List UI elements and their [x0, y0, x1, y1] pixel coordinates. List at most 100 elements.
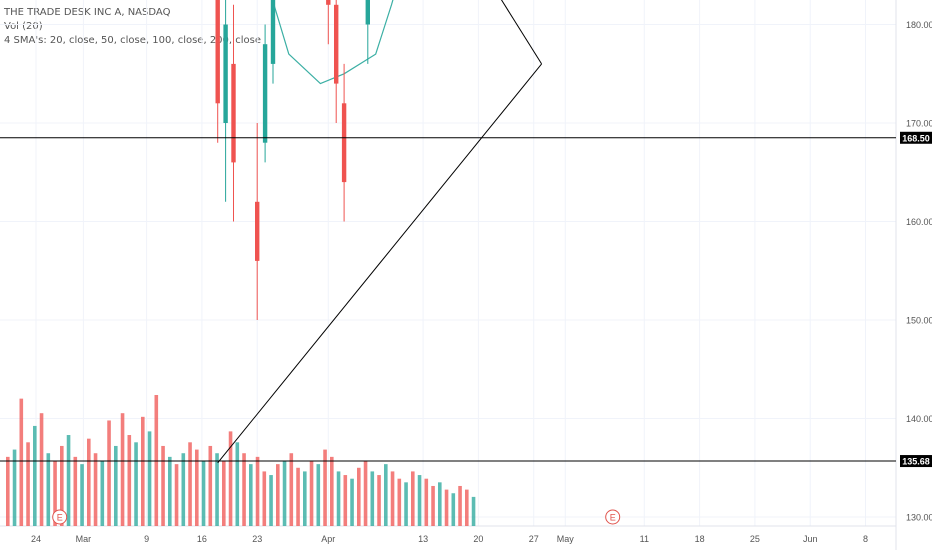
volume-bar [120, 413, 125, 526]
volume-bar [60, 445, 64, 526]
volume-bar [370, 471, 375, 526]
volume-bar [201, 460, 206, 526]
volume-bar [195, 449, 199, 526]
volume-bar [438, 482, 442, 526]
volume-bar [33, 425, 37, 526]
y-tick-label: 150.00 [906, 316, 932, 326]
earnings-marker-label: E [57, 513, 63, 523]
volume-bar [411, 471, 415, 526]
volume-bar [73, 456, 78, 526]
x-tick-label: 9 [144, 534, 149, 544]
x-tick-label: 20 [473, 534, 483, 544]
volume-bar [39, 413, 44, 526]
volume-bar [12, 449, 17, 526]
volume-bar [255, 456, 260, 526]
price-level-badge [900, 131, 932, 144]
volume-bar [80, 464, 84, 526]
y-tick-label: 140.00 [906, 414, 932, 424]
volume-bar [127, 435, 132, 526]
volume-bar [357, 467, 361, 526]
price-level-label: 135.68 [902, 457, 930, 467]
volume-bar [249, 464, 253, 526]
candle-body [215, 0, 220, 104]
x-tick-label: Jun [803, 534, 818, 544]
volume-bar [174, 464, 179, 526]
volume-bar [161, 445, 165, 526]
earnings-marker [52, 509, 68, 525]
candle-body [270, 0, 276, 64]
volume-bar [282, 460, 287, 526]
x-tick-label: 23 [252, 534, 262, 544]
volume-bar [100, 460, 105, 526]
x-tick-label: 27 [529, 534, 539, 544]
volume-bar [147, 431, 152, 526]
volume-bar [303, 471, 307, 526]
volume-bar [141, 416, 145, 526]
earnings-marker [605, 509, 621, 525]
y-tick-label: 160.00 [906, 217, 932, 227]
x-tick-label: 16 [197, 534, 207, 544]
volume-bar [343, 475, 348, 526]
volume-bar [309, 460, 314, 526]
volume-bar [397, 478, 402, 526]
volume-bar [471, 496, 476, 526]
x-tick-label: May [557, 534, 575, 544]
x-tick-label: 13 [418, 534, 428, 544]
volume-bar [390, 471, 395, 526]
candle-body [341, 103, 347, 183]
volume-bar [93, 453, 98, 526]
volume-bar [384, 464, 388, 526]
volume-bar [87, 438, 91, 526]
volume-bar [424, 478, 429, 526]
candle-body [231, 63, 236, 163]
volume-bar [404, 482, 408, 526]
volume-bar [26, 442, 30, 526]
candle-body [262, 44, 268, 143]
volume-bar [323, 449, 327, 526]
volume-bar [134, 442, 138, 526]
volume-bar [19, 398, 24, 526]
volume-bar [276, 464, 280, 526]
y-tick-label: 130.00 [906, 513, 932, 523]
volume-bar [181, 453, 186, 526]
volume-label: Vol (20) [4, 21, 43, 32]
trendline-triangle-lower [217, 63, 542, 464]
x-tick-label: 18 [695, 534, 705, 544]
x-tick-label: Mar [76, 534, 92, 544]
x-tick-label: 24 [31, 534, 41, 544]
volume-bar [330, 456, 334, 526]
volume-bar [336, 471, 341, 526]
volume-bar [458, 485, 462, 526]
volume-bar [363, 460, 368, 526]
volume-bar [154, 395, 159, 526]
x-tick-label: 8 [863, 534, 868, 544]
volume-bar [262, 471, 267, 526]
x-tick-label: Apr [321, 534, 335, 544]
volume-bar [46, 453, 51, 526]
x-tick-label: 25 [750, 534, 760, 544]
volume-bar [66, 435, 71, 526]
volume-bar [168, 456, 172, 526]
volume-bar [296, 467, 300, 526]
volume-bar [6, 456, 10, 526]
chart-legend: THE TRADE DESK INC A, NASDAQ Vol (20) 4 … [4, 6, 261, 48]
volume-bar [242, 453, 246, 526]
x-tick-label: 11 [640, 534, 649, 544]
volume-bar [215, 453, 219, 526]
volume-bar [228, 431, 233, 526]
volume-bar [107, 420, 111, 526]
volume-bar [451, 493, 456, 526]
y-tick-label: 170.00 [906, 119, 932, 129]
trendline-triangle-upper [500, 0, 543, 65]
sma-line-1 [271, 0, 394, 85]
volume-bar [465, 489, 469, 526]
volume-bar [235, 442, 240, 526]
volume-bar [188, 442, 192, 526]
sma-label: 4 SMA's: 20, close, 50, close, 100, clos… [4, 35, 262, 46]
candle-body [255, 201, 260, 261]
candle-body [365, 0, 370, 25]
earnings-marker-label: E [610, 513, 616, 523]
symbol-title: THE TRADE DESK INC A, NASDAQ [4, 7, 171, 18]
volume-bar [53, 460, 57, 526]
